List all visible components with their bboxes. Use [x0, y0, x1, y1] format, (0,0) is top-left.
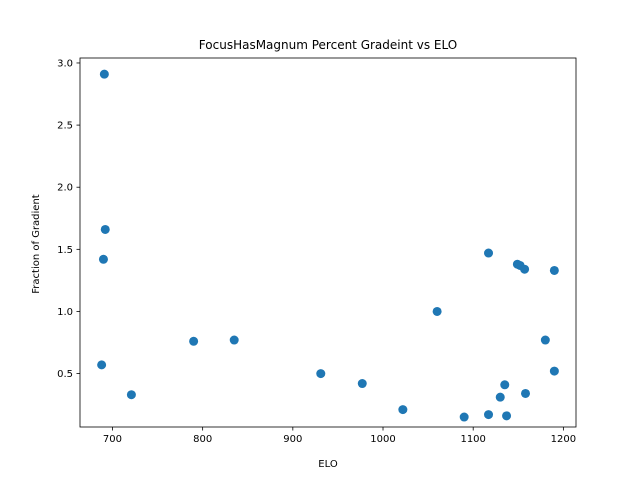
x-tick-label: 900: [283, 434, 302, 445]
chart-title: FocusHasMagnum Percent Gradeint vs ELO: [199, 38, 457, 52]
scatter-point: [99, 69, 109, 79]
plot-frame: [79, 57, 577, 428]
data-points: [97, 69, 559, 422]
scatter-point: [357, 379, 367, 389]
scatter-point: [502, 411, 512, 421]
scatter-point: [100, 224, 110, 234]
x-tick-label: 1000: [370, 434, 395, 445]
y-tick-label: 3.0: [57, 58, 73, 69]
x-axis-ticks: 700 800 900 1000 1100 1200: [103, 427, 576, 445]
scatter-point: [484, 248, 494, 258]
y-tick-label: 0.5: [57, 369, 73, 380]
y-tick-label: 2.5: [57, 121, 73, 132]
scatter-point: [316, 369, 326, 379]
scatter-point: [549, 366, 559, 376]
y-axis-ticks: 0.5 1.0 1.5 2.0 2.5 3.0: [57, 58, 80, 380]
x-tick-label: 700: [103, 434, 122, 445]
scatter-point: [520, 264, 530, 274]
scatter-point: [98, 254, 108, 264]
y-tick-label: 1.0: [57, 307, 73, 318]
scatter-point: [229, 335, 239, 345]
scatter-point: [126, 390, 136, 400]
x-tick-label: 1200: [551, 434, 576, 445]
scatter-point: [459, 412, 469, 422]
y-axis-label: Fraction of Gradient: [31, 194, 42, 294]
y-tick-label: 1.5: [57, 245, 73, 256]
x-axis-label: ELO: [318, 459, 338, 470]
scatter-point: [500, 380, 510, 390]
scatter-point: [484, 410, 494, 420]
scatter-point: [432, 306, 442, 316]
scatter-point: [495, 392, 505, 402]
scatter-point: [97, 360, 107, 370]
y-tick-label: 2.0: [57, 183, 73, 194]
scatter-point: [520, 388, 530, 398]
scatter-point: [189, 336, 199, 346]
scatter-point: [398, 405, 408, 415]
scatter-point: [540, 335, 550, 345]
scatter-point: [549, 265, 559, 275]
x-tick-label: 800: [193, 434, 212, 445]
x-tick-label: 1100: [460, 434, 485, 445]
